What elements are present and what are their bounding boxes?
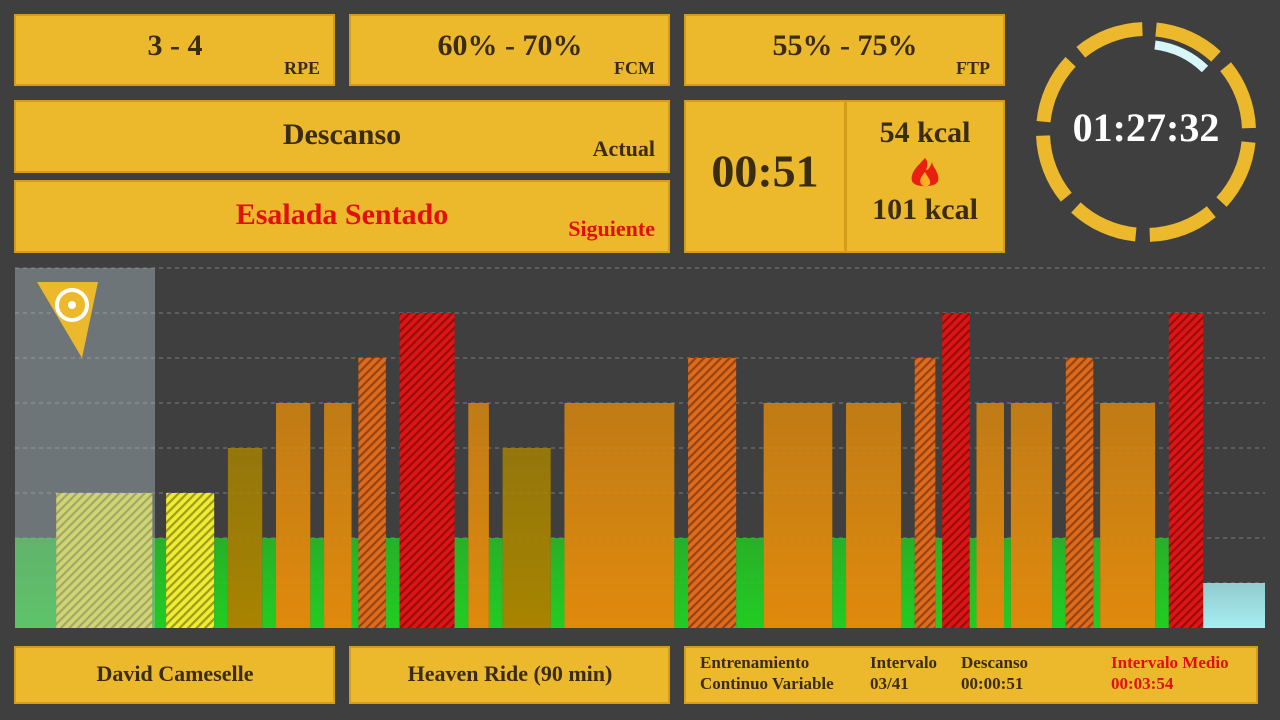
segment-bar: [1052, 538, 1066, 628]
segment-bar: [275, 403, 311, 628]
interval-value: 03/41: [870, 674, 909, 693]
info-panel: [684, 646, 1258, 704]
segment-bar: [1010, 403, 1053, 628]
interval-timer: 00:51: [711, 146, 818, 197]
segment-bar: [1065, 358, 1094, 628]
segment-bar: [166, 493, 215, 628]
segment-bar: [1155, 538, 1169, 628]
next-label: Siguiente: [568, 216, 655, 241]
logo-reel: [55, 288, 89, 322]
segment-bar: [227, 448, 263, 628]
segment-bar: [502, 448, 551, 628]
segment-bar: [468, 403, 489, 628]
rpe-panel: [14, 14, 335, 86]
rider-panel: [14, 646, 335, 704]
segment-bar: [914, 358, 936, 628]
rpe-label: RPE: [284, 58, 320, 78]
session-panel: [349, 646, 670, 704]
session-name: Heaven Ride (90 min): [408, 661, 613, 686]
segment-bar: [763, 403, 833, 628]
segment-bar: [385, 538, 400, 628]
fcm-panel: [349, 14, 670, 86]
segment-bar: [1168, 313, 1204, 628]
current-panel: [14, 100, 670, 173]
segment-bar: [1100, 403, 1156, 628]
interval-label: Intervalo: [870, 653, 937, 672]
segment-bar: [214, 538, 228, 628]
segment-bar: [56, 493, 153, 628]
segment-bar: [688, 358, 737, 628]
rpe-value: 3 - 4: [148, 29, 203, 62]
segment-bar: [736, 538, 764, 628]
segment-bar: [564, 403, 675, 628]
clock-time: 01:27:32: [1073, 105, 1220, 150]
current-name: Descanso: [283, 118, 401, 151]
segment-bar: [1203, 583, 1265, 628]
segment-bar: [942, 313, 970, 628]
segment-bar: [846, 403, 901, 628]
timer-panel: [684, 100, 846, 253]
total-calories: 101 kcal: [872, 193, 978, 226]
type-label-1: Entrenamiento: [700, 653, 809, 672]
segment-bar: [488, 538, 503, 628]
avg-value: 00:03:54: [1111, 674, 1174, 693]
segment-bar: [454, 538, 469, 628]
segment-bar: [935, 538, 943, 628]
fcm-label: FCM: [614, 58, 655, 78]
segment-bar: [262, 538, 276, 628]
ftp-value: 55% - 75%: [773, 29, 918, 62]
next-panel: [14, 180, 670, 253]
ftp-panel: [684, 14, 1005, 86]
logo-reel-hub: [68, 301, 76, 309]
segment-bar: [976, 403, 1005, 628]
segment-bar: [550, 538, 565, 628]
segment-bar: [1093, 538, 1101, 628]
fcm-value: 60% - 70%: [438, 29, 583, 62]
segment-bar: [1004, 538, 1011, 628]
workout-profile: [15, 267, 1265, 628]
segment-bar: [674, 538, 689, 628]
segment-bar: [969, 538, 977, 628]
segment-bar: [358, 358, 386, 628]
segment-bar: [15, 538, 57, 628]
segment-bar: [832, 538, 847, 628]
segment-bar: [152, 538, 167, 628]
fire-icon-core: [920, 172, 931, 187]
segment-bar: [324, 403, 352, 628]
segment-bar: [351, 538, 359, 628]
current-label: Actual: [593, 136, 655, 161]
segment-bar: [310, 538, 325, 628]
clock-progress: [1154, 40, 1209, 73]
ftp-label: FTP: [956, 58, 990, 78]
next-name: Esalada Sentado: [236, 198, 449, 231]
rider-name: David Cameselle: [96, 661, 253, 686]
avg-label: Intervalo Medio: [1111, 653, 1229, 672]
rest-label: Descanso: [961, 653, 1028, 672]
interval-calories: 54 kcal: [880, 116, 971, 149]
segment-bar: [900, 538, 915, 628]
segment-bar: [399, 313, 455, 628]
type-label-2: Continuo Variable: [700, 674, 834, 693]
rest-value: 00:00:51: [961, 674, 1023, 693]
